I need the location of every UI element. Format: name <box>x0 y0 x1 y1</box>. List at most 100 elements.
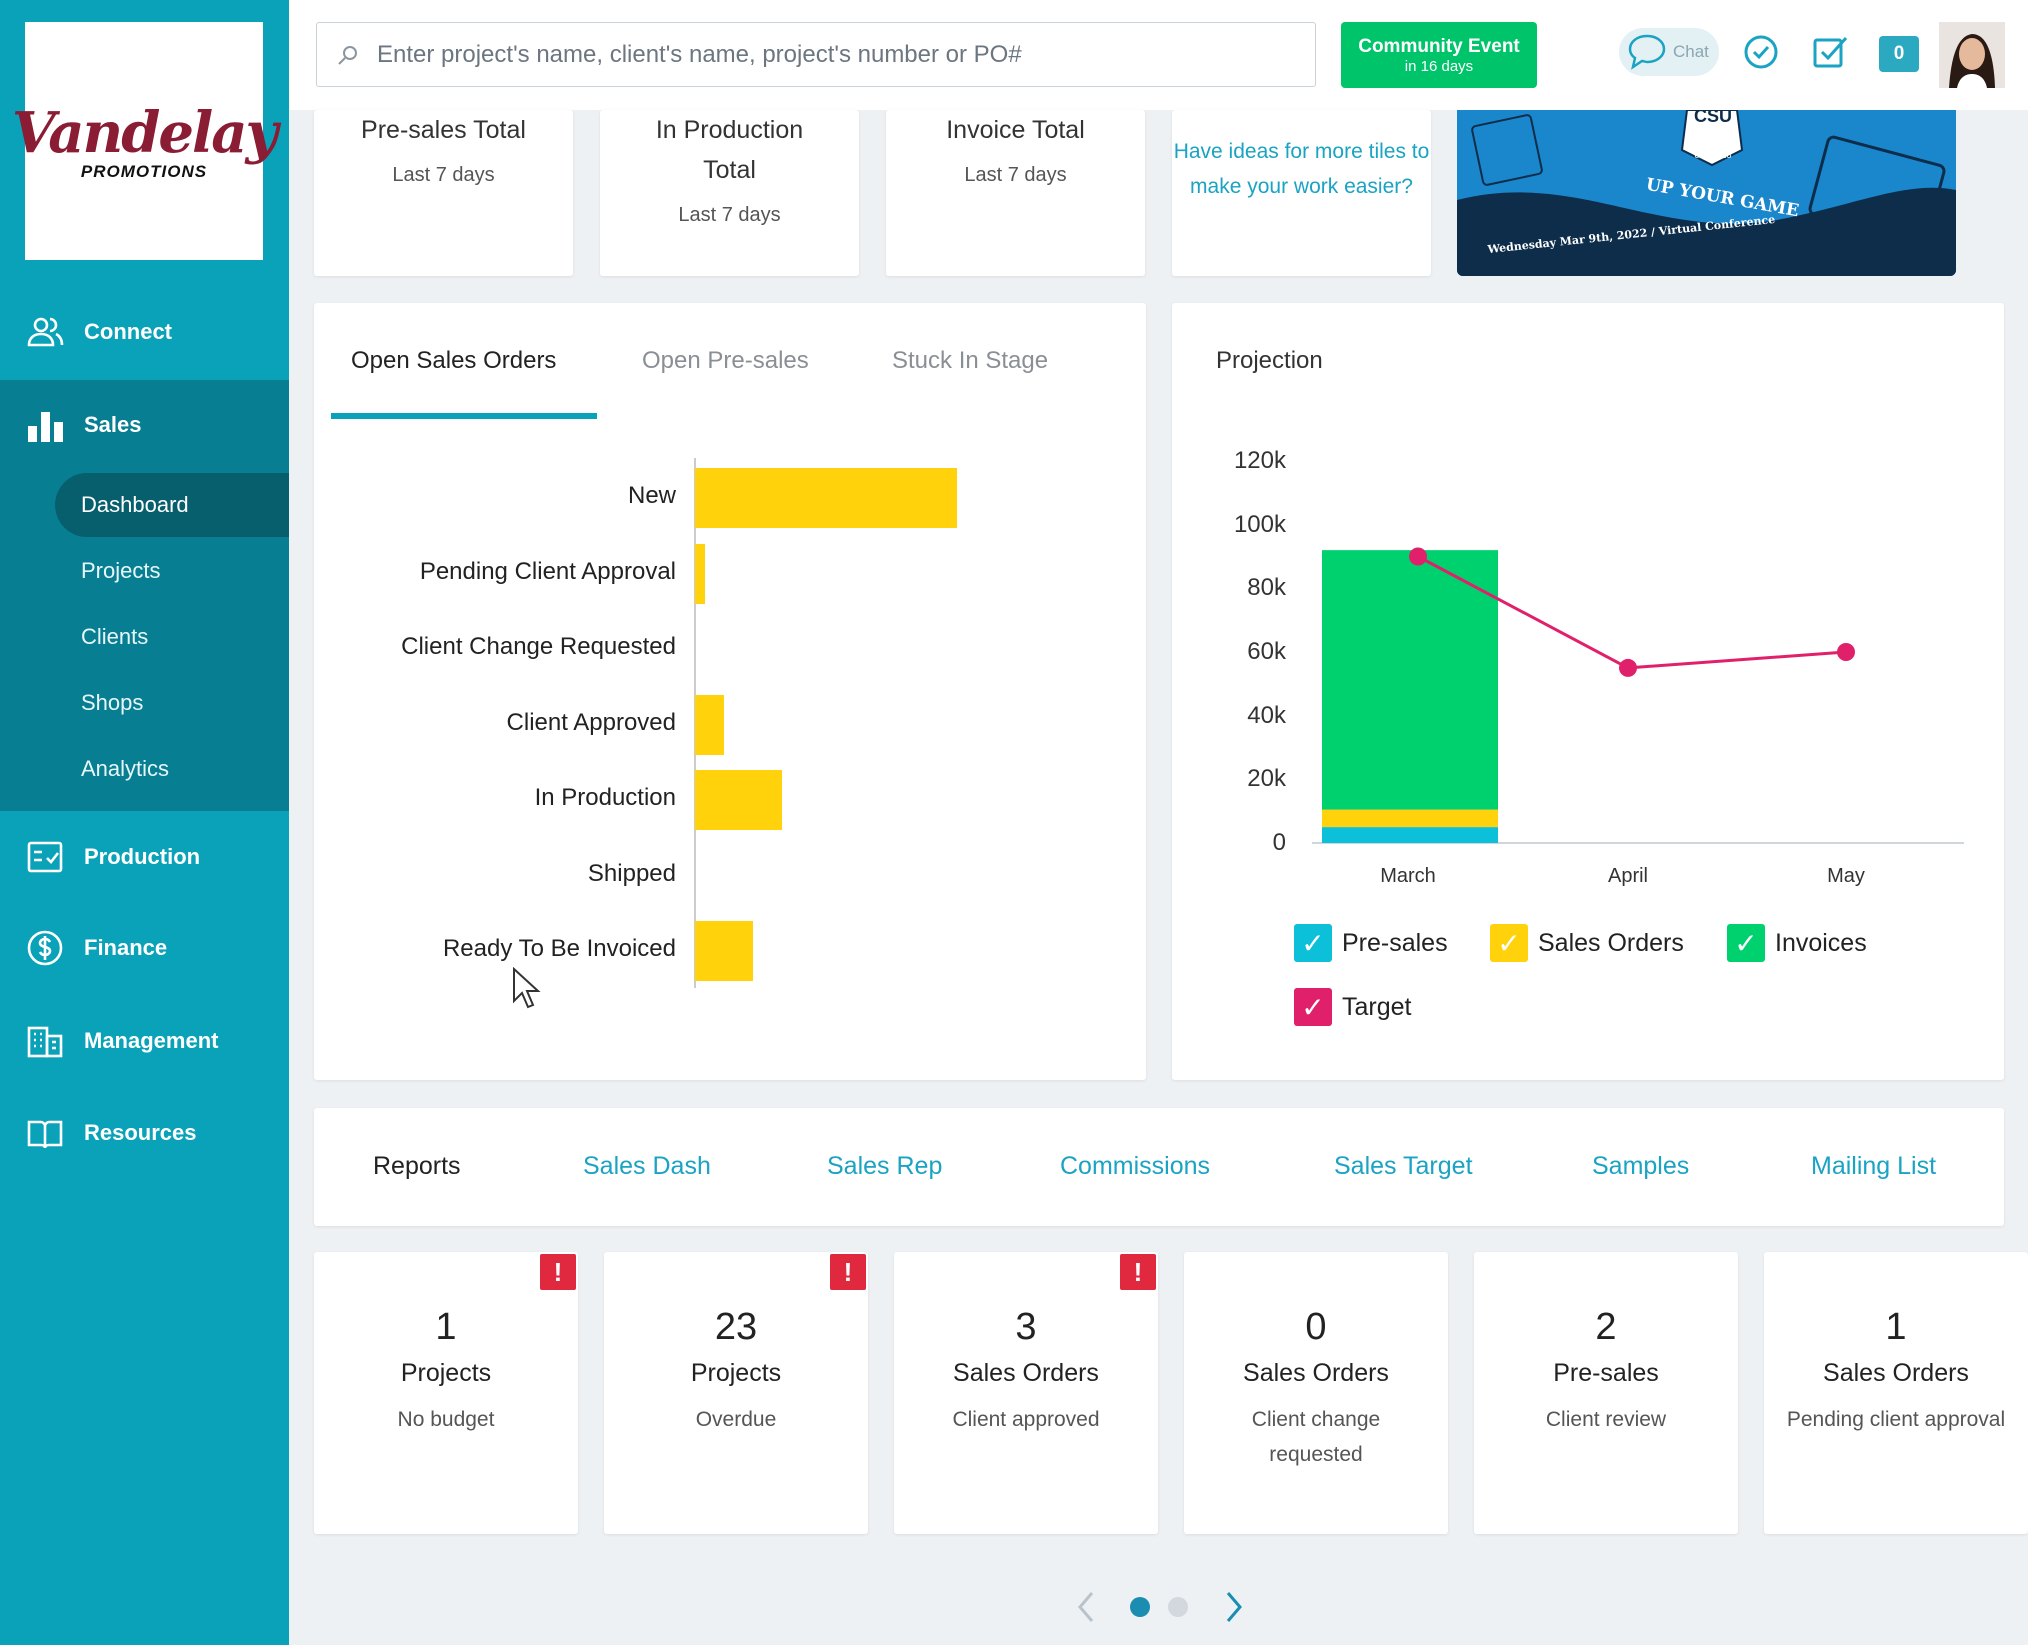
nav-connect[interactable]: Connect <box>0 287 289 377</box>
sales-section <box>0 380 289 811</box>
nav-finance[interactable]: Finance <box>0 903 289 993</box>
bar-label: Client Approved <box>506 708 676 736</box>
clock-check-icon[interactable] <box>1739 30 1783 74</box>
bar[interactable] <box>695 694 725 755</box>
y-tick-label: 120k <box>1233 447 1286 474</box>
presales-total-tile[interactable]: Pre-sales Total Last 7 days <box>314 110 573 276</box>
samples-link[interactable]: Samples <box>1592 1152 1690 1180</box>
y-tick-label: 80k <box>1247 574 1286 602</box>
kpi-tile[interactable]: ! 23 Projects Overdue <box>604 1252 868 1534</box>
search-box[interactable] <box>316 22 1316 87</box>
alert-icon: ! <box>830 1254 866 1290</box>
kpi-tile[interactable]: 0 Sales Orders Client change requested <box>1184 1252 1448 1534</box>
tile-subtitle: Last 7 days <box>678 204 781 226</box>
sidebar-item-projects[interactable]: Projects <box>81 558 161 583</box>
tile-subtitle: Last 7 days <box>964 164 1067 186</box>
bar-segment-pre-sales[interactable] <box>1322 827 1498 843</box>
bar[interactable] <box>695 921 754 981</box>
kpi-sublabel: No budget <box>397 1408 495 1431</box>
dollar-icon <box>27 930 63 966</box>
kpi-sublabel: Pending client approval <box>1786 1408 2006 1431</box>
bar-label: New <box>627 482 676 509</box>
community-event-button[interactable]: Community Event in 16 days <box>1341 22 1537 88</box>
kpi-count: 23 <box>714 1306 758 1348</box>
carousel-pager <box>1070 1585 1250 1629</box>
ideas-link[interactable]: Have ideas for more tiles to make your w… <box>1173 140 1430 198</box>
kpi-tile[interactable]: ! 1 Projects No budget <box>314 1252 578 1534</box>
target-point[interactable] <box>1837 643 1855 661</box>
bar-segment-sales-orders[interactable] <box>1322 809 1498 828</box>
projection-svg <box>1312 547 1964 844</box>
nav-sales[interactable]: Sales <box>0 380 289 470</box>
nav-sales-label: Sales <box>84 412 142 437</box>
kpi-tile[interactable]: 1 Sales Orders Pending client approval <box>1764 1252 2028 1534</box>
y-tick-label: 20k <box>1247 765 1286 793</box>
target-point[interactable] <box>1619 658 1637 677</box>
page-dot[interactable] <box>1168 1597 1188 1617</box>
nav-resources[interactable]: Resources <box>0 1088 289 1178</box>
banner-established: est. 2018 <box>1694 150 1732 160</box>
checkbox-icon[interactable]: ✓ <box>1727 924 1765 962</box>
chevron-right-icon[interactable] <box>1226 1592 1242 1622</box>
bar-segment-invoices[interactable] <box>1322 550 1498 810</box>
kpi-label: Projects <box>400 1359 492 1387</box>
tab-open-sales-orders[interactable]: Open Sales Orders <box>351 347 557 374</box>
task-check-icon[interactable] <box>1809 30 1853 74</box>
chat-button[interactable]: Chat <box>1619 28 1719 76</box>
nav-production[interactable]: Production <box>0 812 289 902</box>
nav-management-label: Management <box>84 1028 219 1053</box>
kpi-sublabel: Client approved <box>952 1408 1100 1431</box>
bar-label: In Production <box>534 784 676 811</box>
sidebar-item-shops[interactable]: Shops <box>81 690 144 715</box>
user-avatar[interactable] <box>1939 22 2005 88</box>
sales-target-link[interactable]: Sales Target <box>1334 1152 1473 1180</box>
page-dot-active[interactable] <box>1130 1597 1150 1617</box>
kpi-tile[interactable]: 2 Pre-sales Client review <box>1474 1252 1738 1534</box>
legend-target[interactable]: ✓ Target <box>1294 988 1411 1026</box>
kpi-tile[interactable]: ! 3 Sales Orders Client approved <box>894 1252 1158 1534</box>
company-logo[interactable]: Vandelay PROMOTIONS <box>12 22 278 260</box>
sales-dash-link[interactable]: Sales Dash <box>583 1152 711 1180</box>
notification-badge[interactable]: 0 <box>1879 36 1919 72</box>
checkbox-icon[interactable]: ✓ <box>1490 924 1528 962</box>
target-point[interactable] <box>1409 547 1427 566</box>
kpi-label: Sales Orders <box>1823 1359 1969 1387</box>
sidebar-item-clients[interactable]: Clients <box>81 624 149 649</box>
kpi-count: 1 <box>435 1306 457 1348</box>
legend-label: Sales Orders <box>1538 928 1684 957</box>
legend-presales[interactable]: ✓ Pre-sales <box>1294 924 1448 962</box>
search-input[interactable] <box>377 40 1277 69</box>
event-countdown: in 16 days <box>1404 57 1474 75</box>
invoice-total-tile[interactable]: Invoice Total Last 7 days <box>886 110 1145 276</box>
sales-rep-link[interactable]: Sales Rep <box>827 1152 943 1180</box>
checkbox-icon[interactable]: ✓ <box>1294 988 1332 1026</box>
community-event-banner[interactable]: CSU est. 2018 UP YOUR GAME Wednesday Mar… <box>1457 110 1956 276</box>
kpi-label: Pre-sales <box>1553 1359 1659 1387</box>
nav-production-label: Production <box>84 844 201 869</box>
tab-open-presales[interactable]: Open Pre-sales <box>642 347 809 374</box>
checkbox-icon[interactable]: ✓ <box>1294 924 1332 962</box>
sidebar-item-analytics[interactable]: Analytics <box>81 756 170 781</box>
commissions-link[interactable]: Commissions <box>1060 1152 1211 1180</box>
chevron-left-icon[interactable] <box>1078 1592 1094 1622</box>
y-tick-label: 100k <box>1233 510 1286 538</box>
bar[interactable] <box>695 468 957 528</box>
bar[interactable] <box>695 543 705 604</box>
nav-management[interactable]: Management <box>0 996 289 1086</box>
tile-title: In Production Total <box>655 116 804 184</box>
kpi-sublabel: Client review <box>1545 1408 1667 1431</box>
chat-label: Chat <box>1673 42 1709 61</box>
sidebar-item-dashboard[interactable]: Dashboard <box>55 473 289 537</box>
y-tick-label: 60k <box>1247 638 1286 665</box>
legend-invoices[interactable]: ✓ Invoices <box>1727 924 1867 962</box>
ideas-tile[interactable]: Have ideas for more tiles to make your w… <box>1172 110 1431 276</box>
production-total-tile[interactable]: In Production Total Last 7 days <box>600 110 859 276</box>
bar[interactable] <box>695 770 783 830</box>
bar-chart-icon <box>28 412 63 442</box>
kpi-sublabel: Client change requested <box>1251 1408 1381 1466</box>
y-tick-label: 0 <box>1272 829 1286 856</box>
mailing-list-link[interactable]: Mailing List <box>1811 1152 1937 1180</box>
legend-label: Pre-sales <box>1342 928 1448 957</box>
legend-sales-orders[interactable]: ✓ Sales Orders <box>1490 924 1684 962</box>
tab-stuck-in-stage[interactable]: Stuck In Stage <box>892 347 1049 374</box>
